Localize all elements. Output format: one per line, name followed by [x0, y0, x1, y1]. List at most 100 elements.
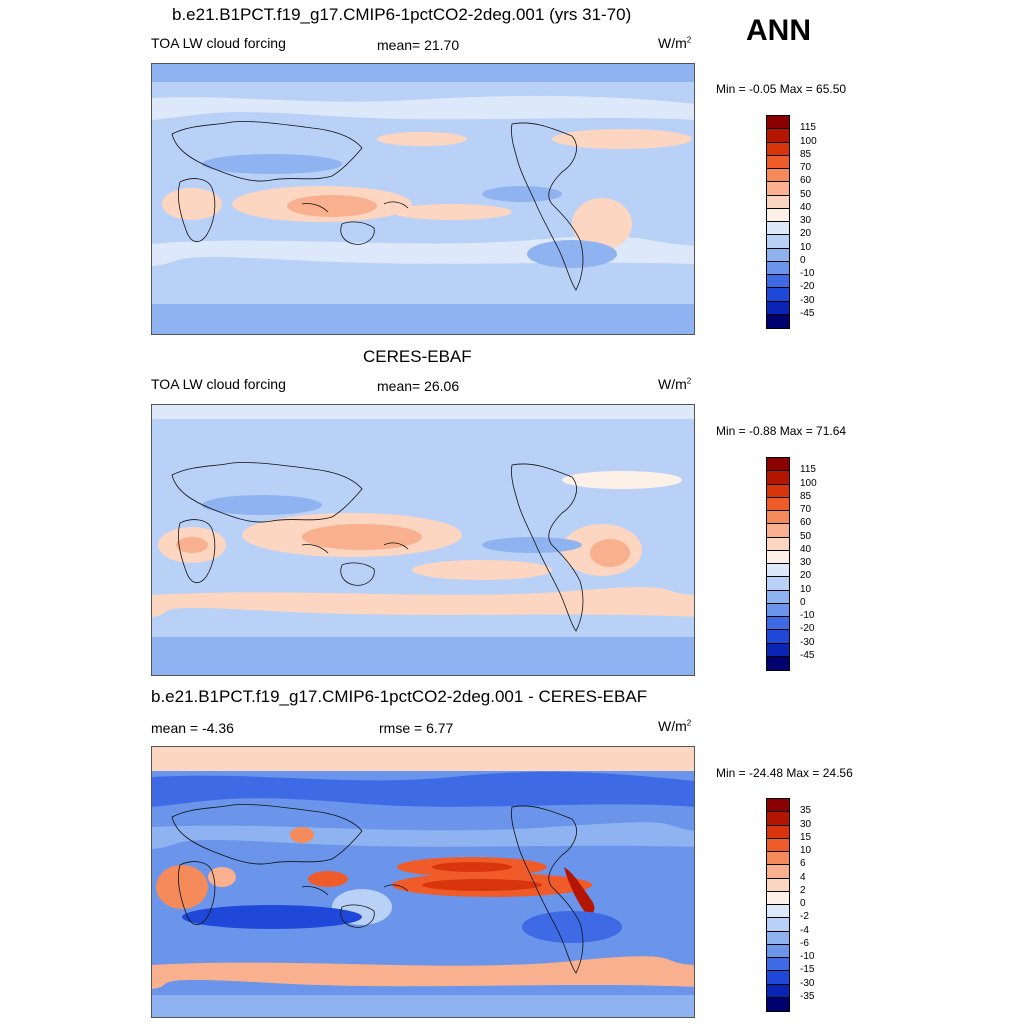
colorbar-tick-label: 100 [800, 477, 817, 489]
colorbar-swatch [767, 971, 789, 985]
colorbar-tick-label: -20 [800, 281, 815, 293]
colorbar-swatch [767, 182, 789, 196]
colorbar-tick-label: 30 [800, 557, 812, 568]
colorbar-tick-label: 0 [800, 898, 806, 909]
panel-1-mean-label: mean= 21.70 [377, 37, 460, 53]
colorbar-swatch [767, 497, 789, 511]
colorbar-swatch [767, 484, 789, 498]
colorbar-swatch [767, 656, 789, 670]
colorbar-swatch [767, 799, 789, 813]
colorbar-swatch [767, 918, 789, 932]
colorbar-tick-label: 85 [800, 490, 812, 502]
colorbar-swatch [767, 643, 789, 657]
colorbar-swatch [767, 222, 789, 236]
colorbar-tick-label: 15 [800, 831, 812, 843]
colorbar-swatch [767, 142, 789, 156]
colorbar-tick-label: 20 [800, 570, 812, 582]
colorbar-tick-label: 35 [800, 805, 812, 817]
colorbar-swatch [767, 564, 789, 578]
colorbar-tick-label: 0 [800, 254, 806, 266]
colorbar-swatch [767, 550, 789, 564]
colorbar-tick-label: 30 [800, 818, 812, 830]
colorbar-swatch [767, 458, 789, 472]
panel-2-title: CERES-EBAF [363, 347, 472, 366]
colorbar-swatch [767, 997, 789, 1011]
colorbar-swatch [767, 944, 789, 958]
colorbar-swatch [767, 617, 789, 631]
colorbar-swatch [767, 169, 789, 183]
panel-3-title: b.e21.B1PCT.f19_g17.CMIP6-1pctCO2-2deg.0… [151, 687, 648, 706]
colorbar-tick-label: -10 [800, 268, 815, 279]
colorbar-tick-label: 10 [800, 845, 812, 856]
colorbar-swatch [767, 116, 789, 130]
panel-2-mean-label: mean= 26.06 [377, 378, 460, 394]
colorbar-tick-label: 60 [800, 517, 812, 529]
colorbar-tick-label: 100 [800, 135, 817, 147]
panel-2-map [151, 404, 695, 676]
colorbar-swatch [767, 984, 789, 998]
colorbar-tick-label: -15 [800, 964, 815, 976]
panel-1-variable-label: TOA LW cloud forcing [151, 35, 286, 51]
panel-1-title: b.e21.B1PCT.f19_g17.CMIP6-1pctCO2-2deg.0… [172, 5, 632, 24]
colorbar-swatch [767, 195, 789, 209]
panel-2-colorbar [766, 457, 790, 671]
colorbar-tick-label: 60 [800, 175, 812, 187]
colorbar-swatch [767, 931, 789, 945]
colorbar-swatch [767, 630, 789, 644]
panel-1-units: W/m2 [658, 35, 692, 51]
panel-3-minmax: Min = -24.48 Max = 24.56 [716, 766, 853, 780]
colorbar-swatch [767, 958, 789, 972]
colorbar-tick-label: -35 [800, 990, 815, 1002]
colorbar-swatch [767, 235, 789, 249]
panel-3-rmse-label: rmse = 6.77 [379, 720, 454, 736]
colorbar-tick-label: 10 [800, 241, 812, 253]
panel-1-map [151, 63, 695, 335]
colorbar-swatch [767, 511, 789, 525]
panel-2-units: W/m2 [658, 376, 692, 392]
panel-2-minmax: Min = -0.88 Max = 71.64 [716, 424, 847, 438]
colorbar-swatch [767, 208, 789, 222]
colorbar-swatch [767, 812, 789, 826]
colorbar-tick-label: 50 [800, 188, 812, 200]
colorbar-tick-label: -6 [800, 937, 809, 949]
colorbar-tick-label: 40 [800, 201, 812, 213]
colorbar-tick-label: -30 [800, 636, 815, 648]
colorbar-swatch [767, 603, 789, 617]
colorbar-tick-label: -45 [800, 307, 815, 319]
panel-1-minmax: Min = -0.05 Max = 65.50 [716, 82, 847, 96]
colorbar-swatch [767, 275, 789, 289]
season-label: ANN [746, 14, 811, 47]
colorbar-tick-label: -10 [800, 951, 815, 962]
colorbar-tick-label: 10 [800, 583, 812, 595]
colorbar-tick-label: -20 [800, 623, 815, 635]
colorbar-swatch [767, 471, 789, 485]
colorbar-swatch [767, 905, 789, 919]
colorbar-tick-label: 50 [800, 530, 812, 542]
colorbar-swatch [767, 577, 789, 591]
colorbar-tick-label: 4 [800, 871, 806, 883]
colorbar-tick-label: 115 [800, 122, 816, 134]
panel-3-mean-label: mean = -4.36 [151, 720, 234, 736]
colorbar-swatch [767, 248, 789, 262]
colorbar-swatch [767, 878, 789, 892]
colorbar-tick-label: 70 [800, 504, 812, 515]
colorbar-swatch [767, 838, 789, 852]
colorbar-swatch [767, 155, 789, 169]
colorbar-tick-label: -2 [800, 911, 809, 923]
colorbar-tick-label: -30 [800, 294, 815, 306]
panel-2-variable-label: TOA LW cloud forcing [151, 376, 286, 392]
panel-1-colorbar [766, 115, 790, 329]
colorbar-tick-label: -45 [800, 649, 815, 661]
colorbar-swatch [767, 524, 789, 538]
panel-3-units: W/m2 [658, 718, 692, 734]
colorbar-swatch [767, 891, 789, 905]
colorbar-tick-label: 2 [800, 884, 806, 896]
colorbar-tick-label: -10 [800, 610, 815, 621]
colorbar-tick-label: 40 [800, 543, 812, 555]
colorbar-tick-label: 6 [800, 858, 806, 870]
colorbar-swatch [767, 129, 789, 143]
colorbar-swatch [767, 314, 789, 328]
colorbar-swatch [767, 261, 789, 275]
colorbar-tick-label: 30 [800, 215, 812, 226]
colorbar-swatch [767, 590, 789, 604]
